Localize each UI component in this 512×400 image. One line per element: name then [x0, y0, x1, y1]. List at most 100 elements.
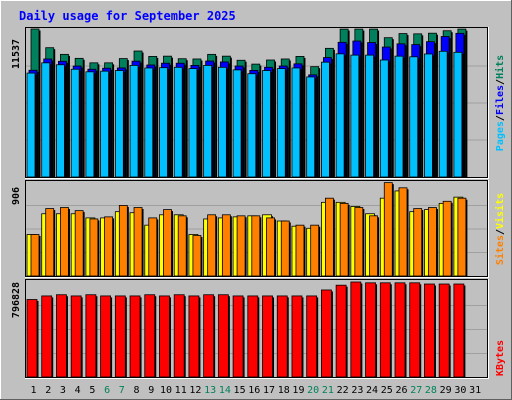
day-label-8: 8 — [134, 385, 140, 396]
bar-pages-day-7 — [114, 70, 124, 178]
day-label-11: 11 — [175, 385, 187, 396]
bar-kbytes-day-13 — [203, 294, 215, 378]
bar-pages-day-15 — [232, 69, 242, 178]
bar-pages-day-22 — [335, 53, 345, 178]
bar-kbytes-day-22 — [335, 284, 347, 378]
day-label-6: 6 — [104, 385, 110, 396]
bar-sites-day-1 — [30, 234, 40, 277]
bar-sites-day-20 — [310, 224, 320, 277]
bar-pages-day-28 — [424, 53, 433, 178]
bar-kbytes-day-16 — [247, 295, 259, 378]
day-label-3: 3 — [60, 385, 66, 396]
day-label-5: 5 — [89, 385, 95, 396]
legend-pages: Pages — [495, 121, 506, 151]
day-label-21: 21 — [322, 385, 334, 396]
bar-pages-day-12 — [188, 68, 198, 178]
bar-pages-day-29 — [438, 50, 448, 178]
day-label-24: 24 — [366, 385, 378, 396]
bar-kbytes-day-24 — [365, 282, 376, 378]
bar-kbytes-day-12 — [188, 295, 200, 378]
chart-title: Daily usage for September 2025 — [19, 9, 236, 23]
day-label-9: 9 — [148, 385, 154, 396]
bar-sites-day-19 — [295, 224, 305, 277]
legend-files: Files — [494, 85, 506, 115]
day-label-18: 18 — [278, 385, 290, 396]
day-label-22: 22 — [337, 385, 349, 396]
bar-kbytes-day-18 — [276, 295, 288, 378]
bar-pages-day-23 — [350, 54, 360, 178]
kbytes-bars — [26, 281, 466, 378]
bar-pages-day-27 — [409, 56, 419, 178]
bar-kbytes-day-25 — [379, 282, 391, 378]
bar-kbytes-day-1 — [26, 299, 38, 378]
bar-pages-day-5 — [85, 71, 95, 178]
bar-pages-day-24 — [365, 54, 374, 178]
bar-sites-day-22 — [339, 202, 349, 277]
bar-kbytes-day-26 — [394, 282, 406, 378]
day-label-13: 13 — [204, 385, 216, 396]
legend-kbytes: KBytes — [495, 340, 506, 376]
bar-kbytes-day-2 — [41, 295, 53, 378]
bar-kbytes-day-8 — [129, 295, 141, 378]
top-legend: Pages/Files/Hits — [494, 55, 506, 151]
bar-pages-day-3 — [56, 64, 65, 178]
bar-sites-day-25 — [383, 182, 393, 277]
bar-pages-day-26 — [394, 55, 404, 178]
bar-kbytes-day-27 — [409, 282, 421, 378]
bottom-max-label: 796828 — [11, 282, 22, 318]
bar-pages-day-8 — [129, 64, 139, 178]
day-label-4: 4 — [75, 385, 81, 396]
bar-kbytes-day-30 — [453, 283, 465, 378]
bar-pages-day-13 — [203, 64, 213, 178]
day-label-28: 28 — [425, 385, 437, 396]
day-label-23: 23 — [351, 385, 363, 396]
day-label-20: 20 — [307, 385, 319, 396]
legend-hits: Hits — [494, 55, 506, 79]
bar-sites-day-17 — [266, 217, 275, 277]
bar-pages-day-20 — [306, 76, 316, 178]
bar-sites-day-7 — [118, 205, 128, 277]
bar-sites-day-9 — [148, 217, 158, 277]
bar-sites-day-28 — [428, 207, 437, 277]
day-label-16: 16 — [248, 385, 260, 396]
bar-kbytes-day-21 — [320, 289, 332, 378]
bar-kbytes-day-20 — [306, 295, 318, 378]
bar-sites-day-16 — [251, 215, 261, 277]
sites-visits-bars — [26, 182, 468, 277]
bar-sites-day-11 — [177, 215, 187, 277]
bar-kbytes-day-6 — [100, 295, 111, 378]
bar-pages-day-30 — [453, 51, 463, 178]
bar-pages-day-9 — [144, 67, 154, 178]
bar-kbytes-day-29 — [438, 283, 450, 378]
bar-sites-day-30 — [457, 197, 467, 277]
bar-kbytes-day-5 — [85, 294, 97, 378]
day-label-14: 14 — [219, 385, 231, 396]
legend-sep-2: / — [495, 79, 506, 85]
bar-sites-day-5 — [89, 218, 99, 277]
bar-pages-day-4 — [70, 68, 80, 178]
bar-pages-day-2 — [41, 62, 51, 178]
hits-files-pages-bars — [26, 28, 468, 178]
bar-pages-day-18 — [276, 68, 286, 178]
bar-pages-day-19 — [291, 67, 301, 178]
bar-kbytes-day-15 — [232, 295, 244, 378]
day-label-2: 2 — [45, 385, 51, 396]
bar-sites-day-14 — [221, 214, 231, 277]
day-label-25: 25 — [381, 385, 393, 396]
day-label-10: 10 — [160, 385, 172, 396]
bar-kbytes-day-9 — [144, 294, 156, 378]
bar-kbytes-day-3 — [56, 294, 67, 378]
day-label-31: 31 — [469, 385, 481, 396]
middle-max-label: 906 — [11, 187, 22, 205]
middle-legend: Sites/Visits — [494, 193, 506, 265]
bar-sites-day-6 — [104, 216, 113, 277]
bar-sites-day-15 — [236, 215, 246, 277]
bar-sites-day-3 — [60, 207, 69, 277]
day-label-27: 27 — [410, 385, 422, 396]
day-label-17: 17 — [263, 385, 275, 396]
bar-kbytes-day-11 — [173, 294, 185, 378]
bar-pages-day-21 — [320, 61, 330, 178]
bar-sites-day-18 — [280, 220, 290, 277]
bar-kbytes-day-10 — [159, 295, 170, 378]
